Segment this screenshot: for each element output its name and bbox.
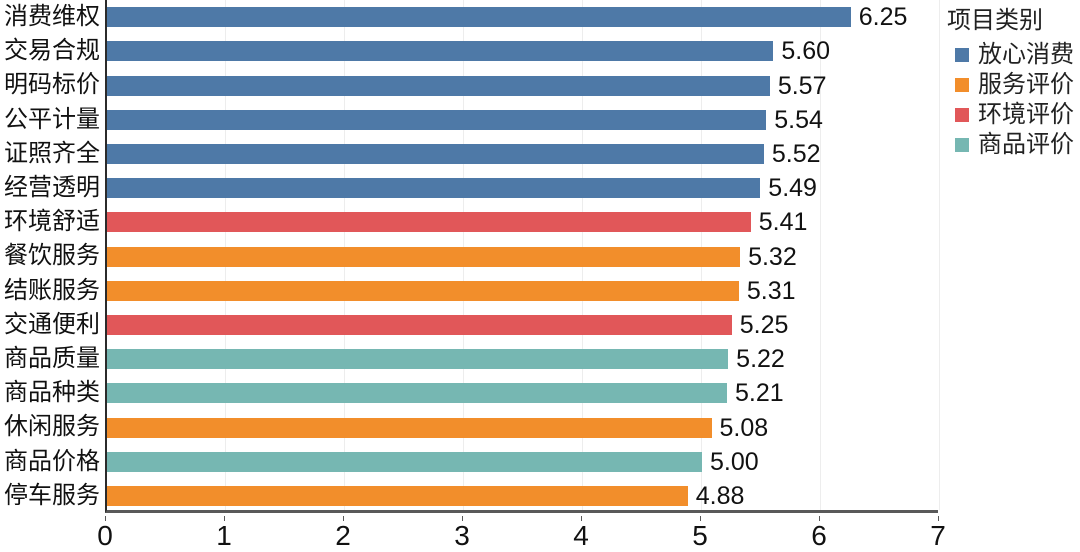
category-label: 餐饮服务 — [4, 242, 100, 270]
legend-swatch — [955, 48, 969, 62]
legend-items: 放心消费服务评价环境评价商品评价 — [947, 40, 1080, 160]
bar-服务评价 — [107, 417, 712, 438]
x-tick-mark — [938, 516, 939, 521]
x-tick-mark — [462, 516, 463, 521]
bar-环境评价 — [107, 314, 732, 335]
value-label: 5.32 — [748, 242, 797, 271]
category-label: 证照齐全 — [4, 139, 100, 167]
legend: 项目类别 放心消费服务评价环境评价商品评价 — [947, 6, 1080, 160]
legend-item: 环境评价 — [947, 100, 1080, 130]
bar-放心消费 — [107, 109, 767, 130]
bar-商品评价 — [107, 451, 702, 472]
category-label: 休闲服务 — [4, 413, 100, 441]
category-label: 环境舒适 — [4, 208, 100, 236]
bar-商品评价 — [107, 383, 727, 404]
bar-放心消费 — [107, 75, 770, 96]
value-label: 5.25 — [739, 310, 789, 339]
category-label: 商品种类 — [4, 379, 100, 407]
bar-商品评价 — [107, 349, 729, 370]
category-label: 交通便利 — [4, 310, 100, 338]
legend-label: 环境评价 — [978, 101, 1074, 128]
category-label: 明码标价 — [4, 71, 100, 99]
x-tick-label: 0 — [97, 520, 113, 551]
bar-放心消费 — [107, 143, 764, 164]
bar-放心消费 — [107, 41, 774, 62]
y-axis-labels: 消费维权交易合规明码标价公平计量证照齐全经营透明环境舒适餐饮服务结账服务交通便利… — [0, 0, 100, 513]
gridline — [820, 0, 821, 510]
legend-swatch — [955, 78, 969, 92]
x-tick-label: 3 — [454, 520, 470, 551]
value-label: 5.49 — [768, 174, 817, 203]
legend-label: 放心消费 — [978, 41, 1074, 68]
category-label: 消费维权 — [4, 3, 100, 30]
category-label: 商品价格 — [4, 447, 100, 475]
x-tick-mark — [343, 516, 344, 521]
x-tick-mark — [105, 516, 106, 521]
x-tick-label: 6 — [811, 520, 827, 551]
category-label: 交易合规 — [4, 37, 100, 65]
value-label: 5.41 — [758, 208, 808, 237]
bar-服务评价 — [107, 280, 739, 301]
category-label: 商品质量 — [4, 345, 100, 372]
legend-item: 放心消费 — [947, 40, 1080, 70]
x-tick-mark — [581, 516, 582, 521]
x-tick-mark — [700, 516, 701, 521]
bar-服务评价 — [107, 485, 688, 506]
category-label: 停车服务 — [4, 481, 100, 509]
category-label: 公平计量 — [4, 105, 100, 133]
category-label: 结账服务 — [4, 276, 100, 304]
value-label: 5.22 — [736, 345, 785, 374]
legend-item: 服务评价 — [947, 70, 1080, 100]
value-label: 5.57 — [777, 71, 827, 100]
value-label: 5.54 — [774, 105, 823, 134]
plot-area: 6.25 5.60 5.57 5.54 5.52 5.49 5.41 5.32 5.31 5.25… — [105, 0, 940, 513]
value-label: 5.08 — [719, 413, 769, 442]
legend-item: 商品评价 — [947, 130, 1080, 160]
value-label: 5.00 — [710, 447, 759, 476]
category-label: 经营透明 — [4, 174, 100, 201]
legend-label: 服务评价 — [978, 71, 1074, 98]
value-label: 4.88 — [695, 481, 745, 510]
x-tick-label: 2 — [335, 520, 351, 551]
value-label: 5.52 — [771, 139, 821, 168]
x-tick-mark — [819, 516, 820, 521]
bar-环境评价 — [107, 212, 751, 233]
legend-swatch — [955, 138, 969, 152]
x-tick-label: 1 — [216, 520, 232, 551]
x-tick-label: 5 — [692, 520, 708, 551]
x-tick-mark — [224, 516, 225, 521]
bar-放心消费 — [107, 178, 761, 199]
value-label: 5.31 — [746, 276, 796, 305]
value-label: 5.21 — [734, 379, 784, 408]
bar-服务评价 — [107, 246, 741, 267]
x-tick-label: 7 — [930, 520, 946, 551]
legend-title: 项目类别 — [947, 7, 1043, 34]
gridline — [939, 0, 940, 510]
value-label: 6.25 — [858, 3, 908, 32]
legend-swatch — [955, 108, 969, 122]
x-tick-label: 4 — [573, 520, 589, 551]
legend-label: 商品评价 — [978, 131, 1074, 158]
x-axis: 0 1 2 3 4 5 6 7 — [97, 516, 946, 551]
bar-放心消费 — [107, 7, 851, 28]
value-label: 5.60 — [781, 37, 831, 66]
